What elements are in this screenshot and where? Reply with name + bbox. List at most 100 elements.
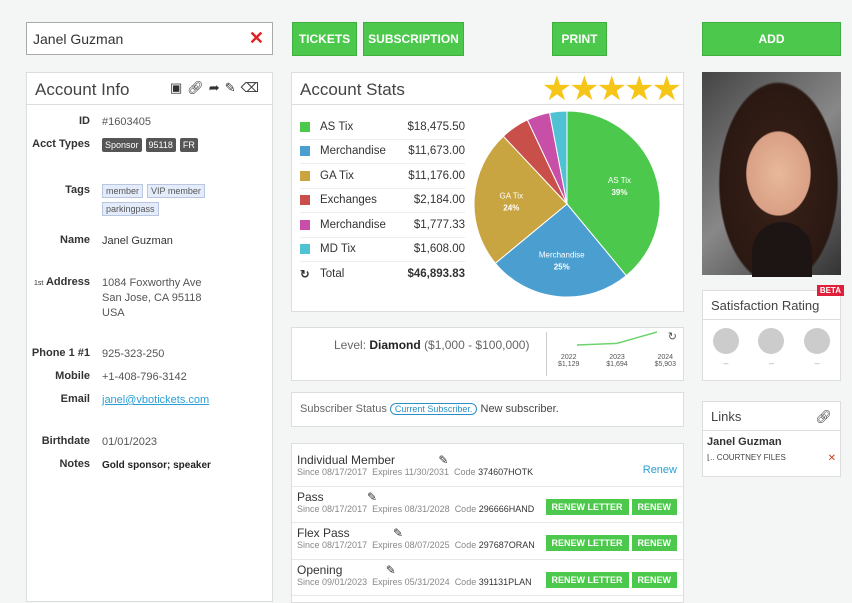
since-label: Since xyxy=(297,540,320,550)
edit-icon[interactable]: ✎ xyxy=(385,562,396,577)
tag[interactable]: VIP member xyxy=(147,184,205,198)
membership-code: 374607HOTK xyxy=(478,467,534,477)
sad-face-icon[interactable] xyxy=(804,328,831,354)
legend-amount: $11,673.00 xyxy=(408,145,465,158)
remove-link-icon[interactable]: ✕ xyxy=(827,453,836,464)
link-icon[interactable]: 🔗︎ xyxy=(187,80,209,95)
legend-label: Exchanges xyxy=(320,194,377,207)
links-name: Janel Guzman xyxy=(707,436,782,448)
email-link[interactable]: janel@vbotickets.com xyxy=(102,394,210,406)
legend-row: Exchanges $2,184.00 xyxy=(300,189,465,213)
beta-badge: BETA xyxy=(816,285,844,296)
add-button[interactable]: ADD xyxy=(702,22,841,56)
renew-letter-button[interactable]: RENEW LETTER xyxy=(545,535,629,551)
id-label: ID xyxy=(79,115,90,127)
level-range: ($1,000 - $100,000) xyxy=(424,338,530,352)
id-value: #1603405 xyxy=(102,116,151,128)
neutral-face-icon[interactable] xyxy=(758,328,785,354)
eraser-icon[interactable]: ⌫ xyxy=(240,80,264,95)
level-panel: Level: Diamond ($1,000 - $100,000) ↻ 202… xyxy=(291,327,684,381)
add-link-icon[interactable]: 🔗︎ xyxy=(815,409,832,424)
renew-link[interactable]: Renew xyxy=(642,464,677,476)
pie-slice[interactable] xyxy=(566,110,661,277)
print-button[interactable]: PRINT xyxy=(552,22,607,56)
refresh-icon[interactable]: ↻ xyxy=(667,331,677,343)
legend-row: MD Tix $1,608.00 xyxy=(300,238,465,262)
membership-name: Pass xyxy=(297,489,324,504)
share-icon[interactable]: ➦ xyxy=(208,80,225,95)
renew-button[interactable]: RENEW xyxy=(631,571,677,588)
star-icon: ★ xyxy=(569,70,600,108)
membership-code: 296666HAND xyxy=(478,503,535,514)
legend-label: MD Tix xyxy=(320,243,356,256)
membership-row: Individual Member ✎ Since 08/17/2017 Expi… xyxy=(292,450,683,487)
level-trend-sparkline xyxy=(576,331,658,346)
membership-row: Flex Pass ✎ Since 08/17/2017 Expires 08/0… xyxy=(292,523,683,560)
since-date: 08/17/2017 xyxy=(322,540,368,550)
trend-amount: $5,903 xyxy=(654,361,676,368)
pie-slice[interactable] xyxy=(548,110,568,205)
happy-face-icon[interactable] xyxy=(712,328,739,354)
legend-row: GA Tix $11,176.00 xyxy=(300,164,465,189)
neutral-value: – xyxy=(768,358,774,368)
tag[interactable]: parkingpass xyxy=(102,202,159,216)
legend-label: Merchandise xyxy=(320,218,386,231)
edit-icon[interactable]: ✎ xyxy=(367,489,378,504)
acct-types-label: Acct Types xyxy=(32,138,90,150)
edit-icon[interactable]: ✎ xyxy=(393,526,404,540)
birthdate-label: Birthdate xyxy=(41,435,90,447)
expires-label: Expires xyxy=(372,576,403,587)
birthdate-value: 01/01/2023 xyxy=(102,436,158,448)
legend-amount: $11,176.00 xyxy=(408,169,465,182)
since-label: Since xyxy=(297,576,320,587)
legend-swatch xyxy=(300,219,310,230)
subscriber-label: Subscriber Status xyxy=(300,403,387,415)
links-title: Links xyxy=(711,409,742,424)
link-item[interactable]: COURTNEY FILES xyxy=(716,453,786,462)
renew-letter-button[interactable]: RENEW LETTER xyxy=(545,571,629,588)
pie-slice[interactable] xyxy=(494,203,627,298)
trend-point: 2023 $1,694 xyxy=(606,354,627,368)
subscriber-text: New subscriber. xyxy=(480,403,559,415)
expires-date: 08/31/2028 xyxy=(404,503,450,514)
legend-amount: $18,475.50 xyxy=(407,120,465,133)
legend-swatch xyxy=(300,121,310,132)
trend-point: 2024 $5,903 xyxy=(655,354,676,368)
legend-swatch xyxy=(300,146,310,157)
pie-slice[interactable] xyxy=(473,135,568,264)
edit-icon[interactable]: ✎ xyxy=(224,80,241,95)
search-input[interactable]: Janel Guzman ✕ xyxy=(26,22,273,55)
legend-label: AS Tix xyxy=(320,120,354,133)
total-label: Total xyxy=(320,268,345,281)
sad-value: – xyxy=(814,358,820,368)
account-stats-panel: Account Stats ★★★★★ AS Tix $18,475.50 Merc… xyxy=(291,70,684,312)
membership-row: Pass ✎ Since 08/17/2017 Expires 08/31/202… xyxy=(292,487,683,523)
clear-icon[interactable]: ✕ xyxy=(248,28,264,48)
satisfaction-panel: Satisfaction Rating BETA – – – xyxy=(702,285,844,381)
renew-letter-button[interactable]: RENEW LETTER xyxy=(545,498,629,515)
acct-type-badge: FR xyxy=(179,138,198,152)
subscriber-badge: Current Subscriber. xyxy=(389,403,478,415)
name-label: Name xyxy=(60,234,90,246)
acct-type-badge: Sponsor xyxy=(102,138,142,152)
edit-icon[interactable]: ✎ xyxy=(438,453,449,467)
tag[interactable]: member xyxy=(102,184,144,198)
refresh-icon[interactable]: ↻ xyxy=(300,269,310,282)
legend-amount: $1,777.33 xyxy=(413,218,465,231)
since-date: 08/17/2017 xyxy=(322,467,368,477)
total-value: $46,893.83 xyxy=(407,268,465,281)
pie-label: 25% xyxy=(554,263,570,272)
name-value: Janel Guzman xyxy=(102,235,173,247)
renew-button[interactable]: RENEW xyxy=(631,535,677,551)
pie-label: Merchandise xyxy=(539,251,585,260)
legend-label: Merchandise xyxy=(320,145,386,158)
renew-button[interactable]: RENEW xyxy=(631,498,677,515)
contact-card-icon[interactable]: ▣ xyxy=(169,80,188,95)
legend-label: GA Tix xyxy=(320,169,354,182)
expires-date: 11/30/2031 xyxy=(404,467,450,477)
phone-label: Phone 1 #1 xyxy=(31,347,90,359)
subscription-button[interactable]: SUBSCRIPTION xyxy=(363,22,464,56)
since-label: Since xyxy=(297,467,320,477)
tickets-button[interactable]: TICKETS xyxy=(292,22,357,56)
expires-label: Expires xyxy=(372,503,403,514)
